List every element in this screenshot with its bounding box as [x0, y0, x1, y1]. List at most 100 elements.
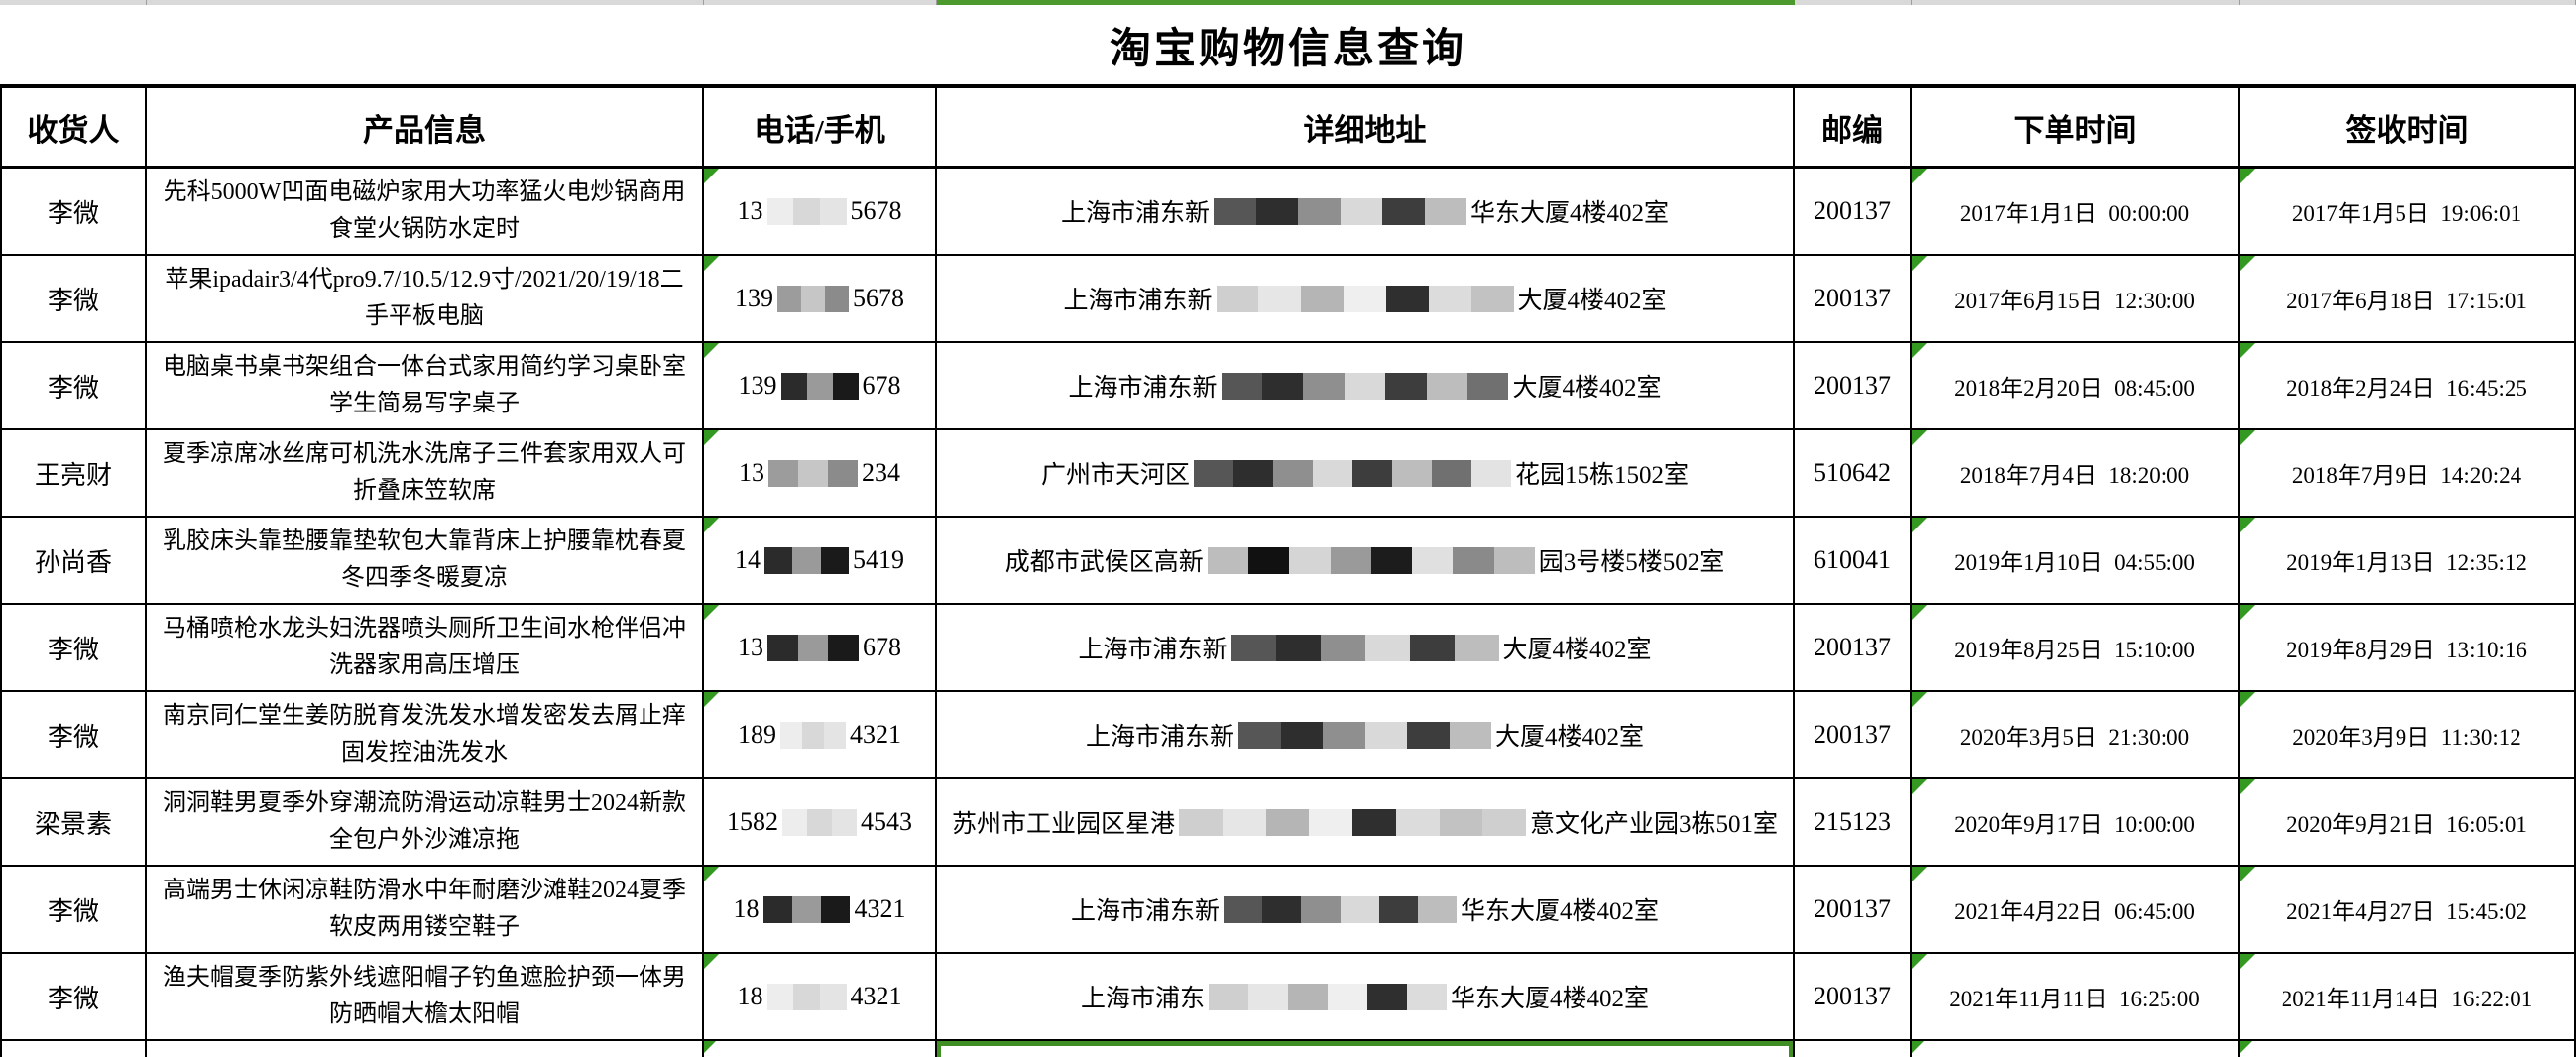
cell-product[interactable]: 南京同仁堂生姜防脱育发洗发水增发密发去屑止痒固发控油洗发水 [147, 692, 704, 779]
cell-address[interactable]: 上海市浦东新 大厦4楼402室 [937, 256, 1795, 343]
cell-phone[interactable]: 139 678 [704, 343, 937, 430]
cell-recipient[interactable]: 李微 [0, 256, 147, 343]
cell-zip[interactable]: 200137 [1795, 954, 1912, 1041]
cell-address[interactable]: 上海市浦东新 华东大厦4楼402室 [937, 169, 1795, 256]
address-text: 上海市浦东新 大厦4楼402室 [947, 630, 1783, 665]
cell-phone[interactable]: 13 678 [704, 605, 937, 692]
cell-recipient[interactable]: 孙尚香 [0, 518, 147, 605]
cell-zip[interactable]: 510642 [1795, 430, 1912, 518]
cell-recipient[interactable]: 李微 [0, 343, 147, 430]
cell-zip[interactable]: 200137 [1795, 605, 1912, 692]
partial-cell-recipient[interactable] [0, 1041, 147, 1057]
cell-order-time[interactable]: 2021年11月11日 16:25:00 [1912, 954, 2240, 1041]
cell-phone[interactable]: 13 5678 [704, 169, 937, 256]
partial-cell-order[interactable] [1912, 1041, 2240, 1057]
address-visible-prefix: 上海市浦东新 [1070, 898, 1220, 925]
cell-recipient[interactable]: 梁景素 [0, 779, 147, 867]
column-header-product[interactable]: 产品信息 [147, 88, 704, 169]
cell-zip[interactable]: 200137 [1795, 867, 1912, 954]
cell-phone[interactable]: 189 4321 [704, 692, 937, 779]
cell-product[interactable]: 渔夫帽夏季防紫外线遮阳帽子钓鱼遮脸护颈一体男防晒帽大檐太阳帽 [147, 954, 704, 1041]
cell-zip[interactable]: 200137 [1795, 343, 1912, 430]
cell-order-time[interactable]: 2021年4月22日 06:45:00 [1912, 867, 2240, 954]
cell-order-time[interactable]: 2017年1月1日 00:00:00 [1912, 169, 2240, 256]
cell-phone[interactable]: 1582 4543 [704, 779, 937, 867]
cell-product[interactable]: 苹果ipadair3/4代pro9.7/10.5/12.9寸/2021/20/1… [147, 256, 704, 343]
green-corner-indicator-icon [704, 169, 719, 183]
cell-product[interactable]: 乳胶床头靠垫腰靠垫软包大靠背床上护腰靠枕春夏冬四季冬暖夏凉 [147, 518, 704, 605]
cell-address[interactable]: 成都市武侯区高新 园3号楼5楼502室 [937, 518, 1795, 605]
cell-recipient[interactable]: 李微 [0, 867, 147, 954]
cell-zip[interactable]: 200137 [1795, 256, 1912, 343]
cell-product[interactable]: 洞洞鞋男夏季外穿潮流防滑运动凉鞋男士2024新款全包户外沙滩凉拖 [147, 779, 704, 867]
cell-zip[interactable]: 200137 [1795, 692, 1912, 779]
cell-sign-time[interactable]: 2018年7月9日 14:20:24 [2240, 430, 2576, 518]
cell-sign-time[interactable]: 2021年4月27日 15:45:02 [2240, 867, 2576, 954]
column-header-label: 收货人 [27, 112, 120, 148]
cell-order-time[interactable]: 2019年8月25日 15:10:00 [1912, 605, 2240, 692]
page-title: 淘宝购物信息查询 [1109, 27, 1466, 72]
cell-sign-time[interactable]: 2017年6月18日 17:15:01 [2240, 256, 2576, 343]
cell-recipient[interactable]: 李微 [0, 954, 147, 1041]
cell-address[interactable]: 上海市浦东新 华东大厦4楼402室 [937, 867, 1795, 954]
title-bar: 淘宝购物信息查询 [0, 6, 2576, 84]
cell-address[interactable]: 苏州市工业园区星港 意文化产业园3栋501室 [937, 779, 1795, 867]
redaction-mosaic [1230, 634, 1499, 661]
cell-address[interactable]: 广州市天河区 花园15栋1502室 [937, 430, 1795, 518]
cell-phone[interactable]: 18 4321 [704, 867, 937, 954]
column-header-address[interactable]: 详细地址 [937, 88, 1795, 169]
cell-phone[interactable]: 18 4321 [704, 954, 937, 1041]
redaction-mosaic [764, 546, 849, 574]
address-visible-suffix: 大厦4楼402室 [1502, 637, 1652, 663]
column-header-sign[interactable]: 签收时间 [2240, 88, 2576, 169]
column-header-label: 产品信息 [363, 112, 486, 148]
partial-cell-zip[interactable] [1795, 1041, 1912, 1057]
cell-address[interactable]: 上海市浦东新 大厦4楼402室 [937, 605, 1795, 692]
cell-zip[interactable]: 215123 [1795, 779, 1912, 867]
green-corner-indicator-icon [1912, 169, 1927, 183]
cell-phone[interactable]: 14 5419 [704, 518, 937, 605]
cell-address[interactable]: 上海市浦东新 大厦4楼402室 [937, 692, 1795, 779]
partial-cell-address[interactable] [937, 1041, 1795, 1057]
column-header-zip[interactable]: 邮编 [1795, 88, 1912, 169]
column-header-phone[interactable]: 电话/手机 [704, 88, 937, 169]
column-header-order[interactable]: 下单时间 [1912, 88, 2240, 169]
partial-cell-sign[interactable] [2240, 1041, 2576, 1057]
cell-address[interactable]: 上海市浦东 华东大厦4楼402室 [937, 954, 1795, 1041]
redaction-mosaic [777, 285, 849, 312]
cell-product[interactable]: 先科5000W凹面电磁炉家用大功率猛火电炒锅商用食堂火锅防水定时 [147, 169, 704, 256]
cell-sign-time[interactable]: 2017年1月5日 19:06:01 [2240, 169, 2576, 256]
cell-phone[interactable]: 13 234 [704, 430, 937, 518]
column-header-recipient[interactable]: 收货人 [0, 88, 147, 169]
cell-phone[interactable]: 139 5678 [704, 256, 937, 343]
cell-sign-time[interactable]: 2020年3月9日 11:30:12 [2240, 692, 2576, 779]
cell-product[interactable]: 高端男士休闲凉鞋防滑水中年耐磨沙滩鞋2024夏季软皮两用镂空鞋子 [147, 867, 704, 954]
cell-zip[interactable]: 610041 [1795, 518, 1912, 605]
address-visible-prefix: 上海市浦东 [1080, 986, 1205, 1012]
cell-sign-time[interactable]: 2019年1月13日 12:35:12 [2240, 518, 2576, 605]
cell-zip[interactable]: 200137 [1795, 169, 1912, 256]
cell-order-time[interactable]: 2020年9月17日 10:00:00 [1912, 779, 2240, 867]
cell-sign-time[interactable]: 2021年11月14日 16:22:01 [2240, 954, 2576, 1041]
cell-product[interactable]: 电脑桌书桌书架组合一体台式家用简约学习桌卧室学生简易写字桌子 [147, 343, 704, 430]
cell-order-time[interactable]: 2020年3月5日 21:30:00 [1912, 692, 2240, 779]
cell-recipient[interactable]: 李微 [0, 169, 147, 256]
address-text: 广州市天河区 花园15栋1502室 [947, 455, 1783, 491]
cell-sign-time[interactable]: 2019年8月29日 13:10:16 [2240, 605, 2576, 692]
cell-recipient[interactable]: 李微 [0, 605, 147, 692]
redaction-mosaic [768, 459, 858, 487]
cell-order-time[interactable]: 2018年7月4日 18:20:00 [1912, 430, 2240, 518]
cell-sign-time[interactable]: 2020年9月21日 16:05:01 [2240, 779, 2576, 867]
cell-recipient[interactable]: 王亮财 [0, 430, 147, 518]
cell-product[interactable]: 夏季凉席冰丝席可机洗水洗席子三件套家用双人可折叠床笠软席 [147, 430, 704, 518]
cell-order-time[interactable]: 2017年6月15日 12:30:00 [1912, 256, 2240, 343]
cell-sign-time[interactable]: 2018年2月24日 16:45:25 [2240, 343, 2576, 430]
cell-product[interactable]: 马桶喷枪水龙头妇洗器喷头厕所卫生间水枪伴侣冲洗器家用高压增压 [147, 605, 704, 692]
cell-order-time[interactable]: 2019年1月10日 04:55:00 [1912, 518, 2240, 605]
cell-address[interactable]: 上海市浦东新 大厦4楼402室 [937, 343, 1795, 430]
partial-cell-product[interactable] [147, 1041, 704, 1057]
partial-cell-phone[interactable] [704, 1041, 937, 1057]
cell-order-time[interactable]: 2018年2月20日 08:45:00 [1912, 343, 2240, 430]
cell-recipient[interactable]: 李微 [0, 692, 147, 779]
